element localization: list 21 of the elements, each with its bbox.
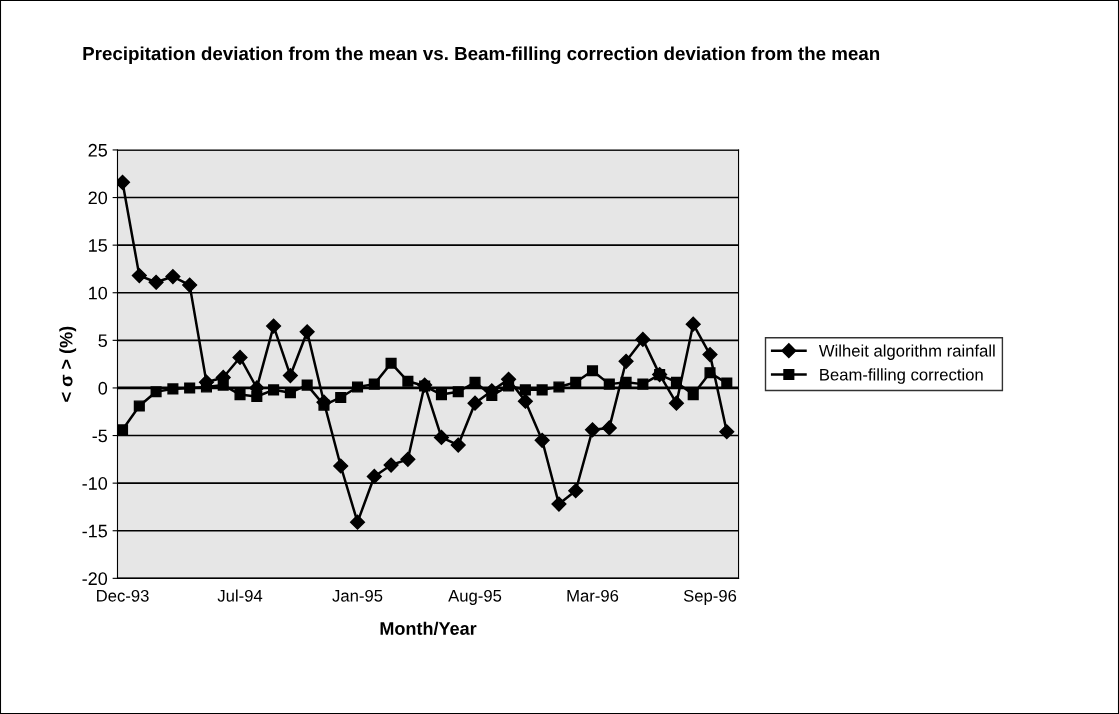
y-axis-title: < σ > (%) xyxy=(59,326,77,402)
x-tick-label: Mar-96 xyxy=(567,589,619,602)
x-tick-label: Sep-96 xyxy=(683,589,737,605)
y-tick-label: -10 xyxy=(82,477,108,490)
y-tick-label: 25 xyxy=(88,143,108,157)
y-tick-label: -15 xyxy=(82,524,108,538)
y-tick-label: 5 xyxy=(98,334,108,348)
y-tick-label: 10 xyxy=(89,286,108,300)
x-tick-label: Jan-95 xyxy=(332,589,383,602)
legend-label: Wilheit algorithm rainfall xyxy=(818,344,995,360)
y-tick-label: 0 xyxy=(98,381,108,395)
x-tick-label: Dec-93 xyxy=(97,589,149,602)
y-tick-label: -5 xyxy=(92,429,108,443)
legend-label: Beam-filling correction xyxy=(820,368,983,384)
y-tick-label: -20 xyxy=(82,572,108,586)
x-tick-label: Jul-94 xyxy=(217,589,263,602)
y-tick-label: 15 xyxy=(89,239,108,252)
y-tick-label: 20 xyxy=(88,191,108,205)
x-tick-label: Aug-95 xyxy=(448,589,502,605)
x-axis-title: Month/Year xyxy=(380,621,477,636)
chart-title: Precipitation deviation from the mean vs. Beam-filling correction deviation from the mean xyxy=(83,46,880,64)
